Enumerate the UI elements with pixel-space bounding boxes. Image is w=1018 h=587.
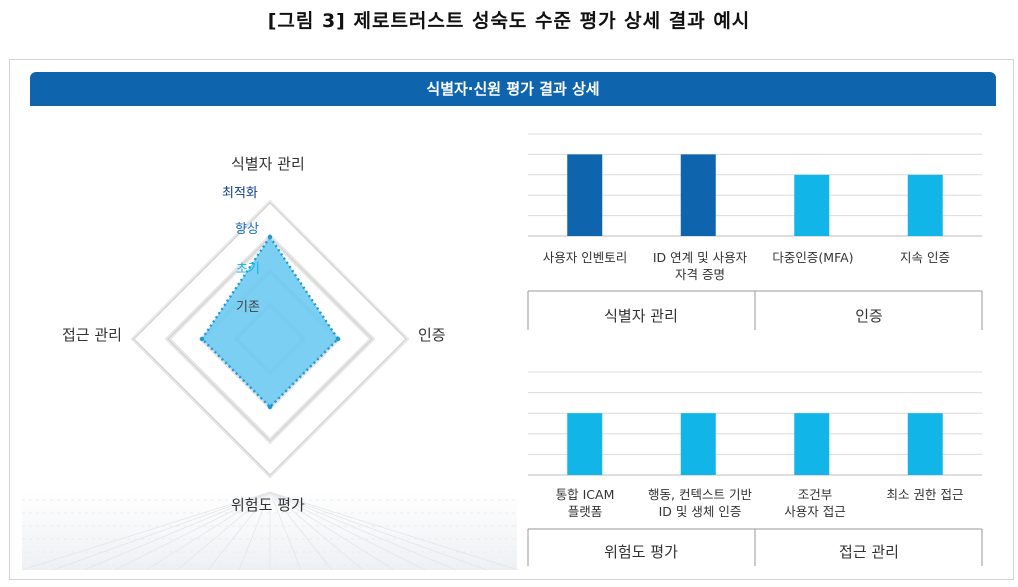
floor-grid-line	[269, 491, 302, 571]
bar-category-label: ID 연계 및 사용자 자격 증명	[652, 250, 748, 282]
floor-grid-line	[269, 491, 364, 571]
radar-point	[267, 234, 273, 240]
floor-grid-line	[269, 491, 426, 571]
floor-grid-line	[269, 491, 457, 571]
radar-level-optimal: 최적화	[222, 186, 258, 201]
figure-title: [그림 3] 제로트러스트 성숙도 수준 평가 상세 결과 예시	[267, 10, 751, 32]
radar-level-initial: 초기	[236, 262, 260, 277]
floor-decoration	[22, 492, 517, 570]
bar-chart-panel	[527, 133, 983, 330]
bar	[794, 413, 830, 475]
bar	[907, 413, 943, 475]
bar	[567, 413, 603, 475]
bar-category-label: 다중인증(MFA)	[772, 250, 854, 265]
radar-point	[199, 336, 205, 342]
bar	[680, 413, 716, 475]
radar-point	[335, 336, 341, 342]
floor-grid-line	[269, 491, 395, 571]
radar-level-traditional: 기존	[236, 300, 260, 315]
radar-axis-label-auth: 인증	[418, 326, 446, 344]
bar-category-label: 통합 ICAM 플랫폼	[555, 487, 615, 519]
radar-axis-label-risk: 위험도 평가	[231, 496, 305, 514]
floor-grid-line	[52, 491, 271, 571]
bar-category-label: 행동, 컨텍스트 기반 ID 및 생체 인증	[648, 487, 752, 519]
bar-group-label-risk: 위험도 평가	[604, 543, 678, 561]
radar-level-advanced: 향상	[235, 222, 259, 237]
bar-group-label-access: 접근 관리	[839, 543, 899, 561]
floor-grid-line	[269, 491, 488, 571]
floor-grid-line	[207, 491, 271, 571]
floor-grid-line	[145, 491, 271, 571]
floor-grid-line	[238, 491, 271, 571]
bar	[567, 154, 603, 236]
bar-chart-panel	[527, 371, 983, 566]
bar	[907, 174, 943, 236]
radar-axis-label-access: 접근 관리	[62, 326, 122, 344]
floor-grid-line	[21, 491, 271, 571]
floor-grid-line	[114, 491, 271, 571]
bar-group-label-auth: 인증	[855, 307, 883, 325]
floor-grid-line	[83, 491, 271, 571]
bar-category-label: 지속 인증	[900, 250, 950, 265]
radar-axis-label-identity: 식별자 관리	[231, 155, 305, 173]
radar-value-area	[200, 234, 340, 409]
floor-grid-line	[269, 491, 519, 571]
bar-category-label: 사용자 인벤토리	[542, 250, 628, 265]
floor-grid-line	[176, 491, 271, 571]
bar-group-label-identity: 식별자 관리	[604, 307, 678, 325]
bar	[680, 154, 716, 236]
bar	[794, 174, 830, 236]
panel-banner: 식별자·신원 평가 결과 상세	[30, 72, 996, 106]
bar-category-label: 최소 권한 접근	[886, 487, 964, 502]
radar-point	[267, 404, 273, 410]
bar-category-label: 조건부 사용자 접근	[784, 487, 846, 519]
radar-ring	[167, 236, 373, 442]
floor-grid-line	[269, 491, 333, 571]
floor-grid	[21, 491, 519, 571]
